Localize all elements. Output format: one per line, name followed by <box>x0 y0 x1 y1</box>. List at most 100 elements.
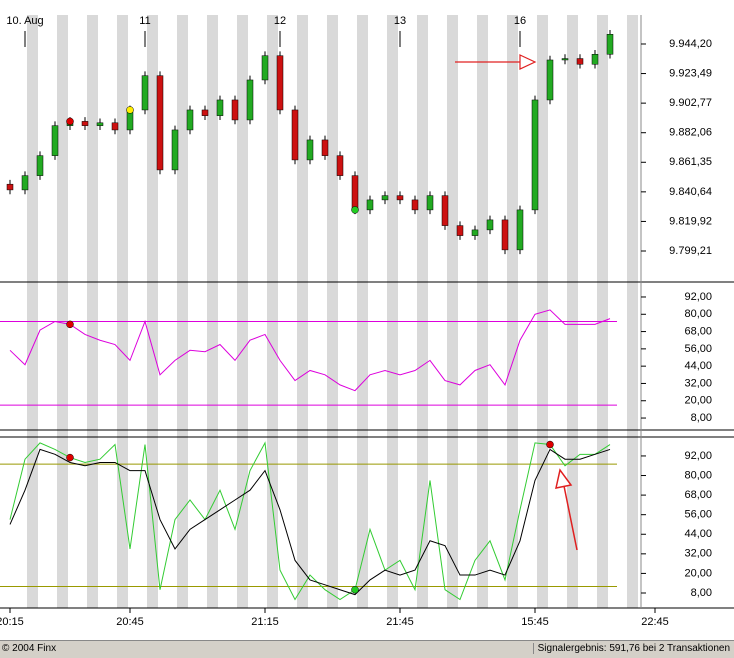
date-label: 10. Aug <box>6 15 43 27</box>
candle-body <box>456 225 464 236</box>
stripe <box>327 15 338 608</box>
x-tick-label: 22:45 <box>641 616 669 628</box>
stripe <box>147 15 158 608</box>
y-tick-label: 68,00 <box>684 489 712 501</box>
stripe <box>567 15 578 608</box>
stripe <box>177 15 188 608</box>
y-tick-label: 9.840,64 <box>669 186 712 198</box>
candle-body <box>111 122 119 131</box>
stripe <box>537 15 548 608</box>
stripe <box>207 15 218 608</box>
y-tick-label: 32,00 <box>684 377 712 389</box>
stripe <box>87 15 98 608</box>
candle-body <box>576 58 584 65</box>
chart: 9.944,20 9.923,49 9.902,77 9.882,06 9.861,35… <box>0 15 734 628</box>
candle-body <box>426 195 434 211</box>
stripe <box>57 15 68 608</box>
copyright: © 2004 Finx <box>2 643 57 654</box>
y-tick-label: 9.882,06 <box>669 127 712 139</box>
candle-body <box>591 54 599 65</box>
signal-marker <box>66 320 74 329</box>
date-label: 16 <box>514 15 526 27</box>
candle-body <box>6 183 14 191</box>
result: Signalergebnis: 591,76 bei 2 Transaktion… <box>532 643 730 654</box>
y-tick-label: 9.902,77 <box>669 97 712 109</box>
x-tick-label: 21:15 <box>251 616 279 628</box>
candle-body <box>321 139 329 156</box>
candle-body <box>156 75 164 171</box>
y-tick-label: 9.923,49 <box>669 67 712 79</box>
x-tick-label: 15:45 <box>521 616 549 628</box>
candle-body <box>366 199 374 211</box>
x-tick-label: 20:15 <box>0 616 24 628</box>
candle-body <box>351 175 359 211</box>
y-tick-label: 68,00 <box>684 325 712 337</box>
candle-body <box>186 109 194 131</box>
x-tick-label: 21:45 <box>386 616 414 628</box>
candle-body <box>246 79 254 121</box>
candle-body <box>231 99 239 121</box>
arrow-up <box>555 468 578 551</box>
y-tick-label: 56,00 <box>684 509 712 521</box>
background <box>0 15 734 609</box>
candle-body <box>21 175 29 191</box>
stripe <box>417 15 428 608</box>
x-tick-label: 20:45 <box>116 616 144 628</box>
series-line <box>9 448 611 596</box>
candle-body <box>261 55 269 81</box>
signal-marker <box>66 453 74 462</box>
candle-body <box>501 219 509 251</box>
stripe <box>387 15 398 608</box>
candle-body <box>216 99 224 116</box>
candle-body <box>381 195 389 201</box>
candle-body <box>531 99 539 211</box>
y-tick-label: 44,00 <box>684 360 712 372</box>
y-tick-label: 56,00 <box>684 343 712 355</box>
candle-body <box>171 129 179 171</box>
y-tick-label: 8,00 <box>691 412 712 424</box>
series-line <box>9 309 611 392</box>
date-label: 13 <box>394 15 406 27</box>
stripe <box>357 15 368 608</box>
date-label: 12 <box>274 15 286 27</box>
arrow-right <box>455 54 537 70</box>
candle-body <box>546 59 554 101</box>
status-bar: © 2004 Finx Signalergebnis: 591,76 bei 2… <box>0 640 734 658</box>
candle-body <box>411 199 419 211</box>
y-tick-label: 9.819,92 <box>669 215 712 227</box>
y-tick-label: 9.861,35 <box>669 156 712 168</box>
candle-body <box>141 75 149 111</box>
y-tick-label: 8,00 <box>691 587 712 599</box>
candle-body <box>306 139 314 161</box>
stripe <box>27 15 38 608</box>
candle-body <box>276 55 284 111</box>
signal-marker <box>66 117 74 126</box>
y-tick-label: 9.799,21 <box>669 245 712 257</box>
stripe <box>237 15 248 608</box>
y-tick-label: 44,00 <box>684 528 712 540</box>
candle-body <box>486 219 494 231</box>
signal-marker <box>546 440 554 449</box>
stripe <box>297 15 308 608</box>
y-tick-label: 92,00 <box>684 450 712 462</box>
series-line <box>9 441 611 601</box>
y-tick-label: 92,00 <box>684 291 712 303</box>
signal-marker <box>351 585 359 594</box>
date-label: 11 <box>139 15 150 27</box>
y-tick-label: 32,00 <box>684 548 712 560</box>
candle-body <box>561 58 569 61</box>
y-tick-label: 20,00 <box>684 567 712 579</box>
candle-body <box>516 209 524 251</box>
stripe <box>267 15 278 608</box>
stripe <box>117 15 128 608</box>
y-tick-label: 80,00 <box>684 308 712 320</box>
stripe <box>507 15 518 608</box>
candle-body <box>51 125 59 156</box>
candle-body <box>291 109 299 161</box>
candle-body <box>96 122 104 126</box>
candle-body <box>336 155 344 176</box>
y-tick-label: 9.944,20 <box>669 38 712 50</box>
signal-marker <box>351 206 359 214</box>
stripe <box>597 15 608 608</box>
candle-body <box>36 155 44 176</box>
